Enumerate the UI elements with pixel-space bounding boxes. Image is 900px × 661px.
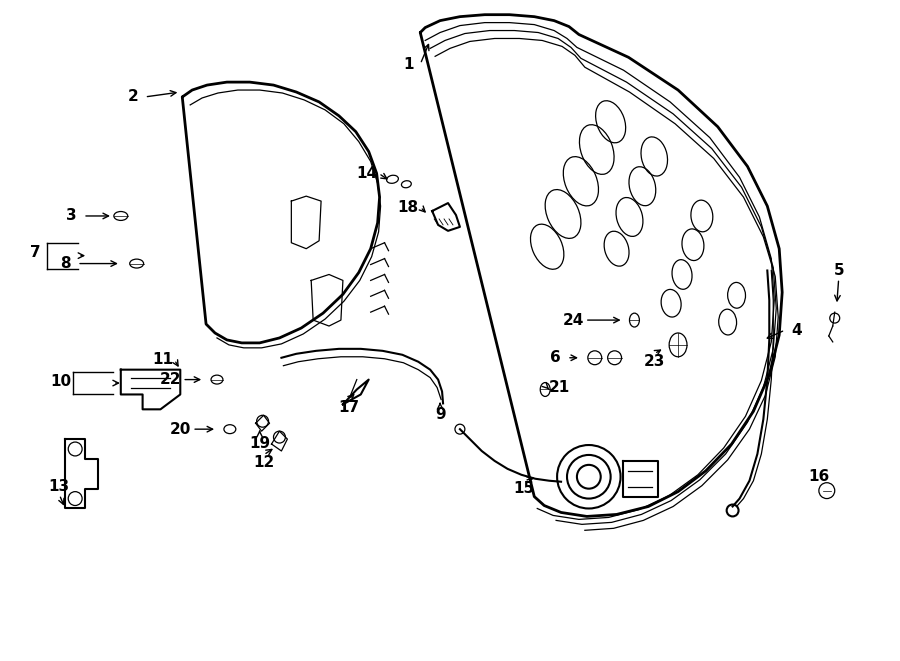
Text: 2: 2 [127, 89, 138, 104]
Text: 16: 16 [808, 469, 830, 485]
Text: 17: 17 [338, 400, 359, 415]
Text: 8: 8 [60, 256, 70, 271]
Text: 3: 3 [66, 208, 77, 223]
Text: 4: 4 [792, 323, 803, 338]
Text: 5: 5 [833, 263, 844, 278]
Text: 9: 9 [435, 407, 446, 422]
Text: 22: 22 [159, 372, 181, 387]
Text: 19: 19 [249, 436, 270, 451]
Text: 18: 18 [398, 200, 418, 215]
Text: 11: 11 [152, 352, 173, 368]
Text: 23: 23 [644, 354, 665, 369]
Text: 20: 20 [169, 422, 191, 437]
Text: 12: 12 [253, 455, 274, 471]
Text: 10: 10 [50, 374, 72, 389]
Text: 13: 13 [49, 479, 70, 494]
Text: 21: 21 [548, 380, 570, 395]
Text: 14: 14 [356, 166, 377, 181]
Text: 1: 1 [403, 57, 414, 72]
Text: 6: 6 [550, 350, 561, 366]
Text: 15: 15 [514, 481, 535, 496]
Text: 24: 24 [562, 313, 583, 328]
Text: 7: 7 [31, 245, 40, 260]
